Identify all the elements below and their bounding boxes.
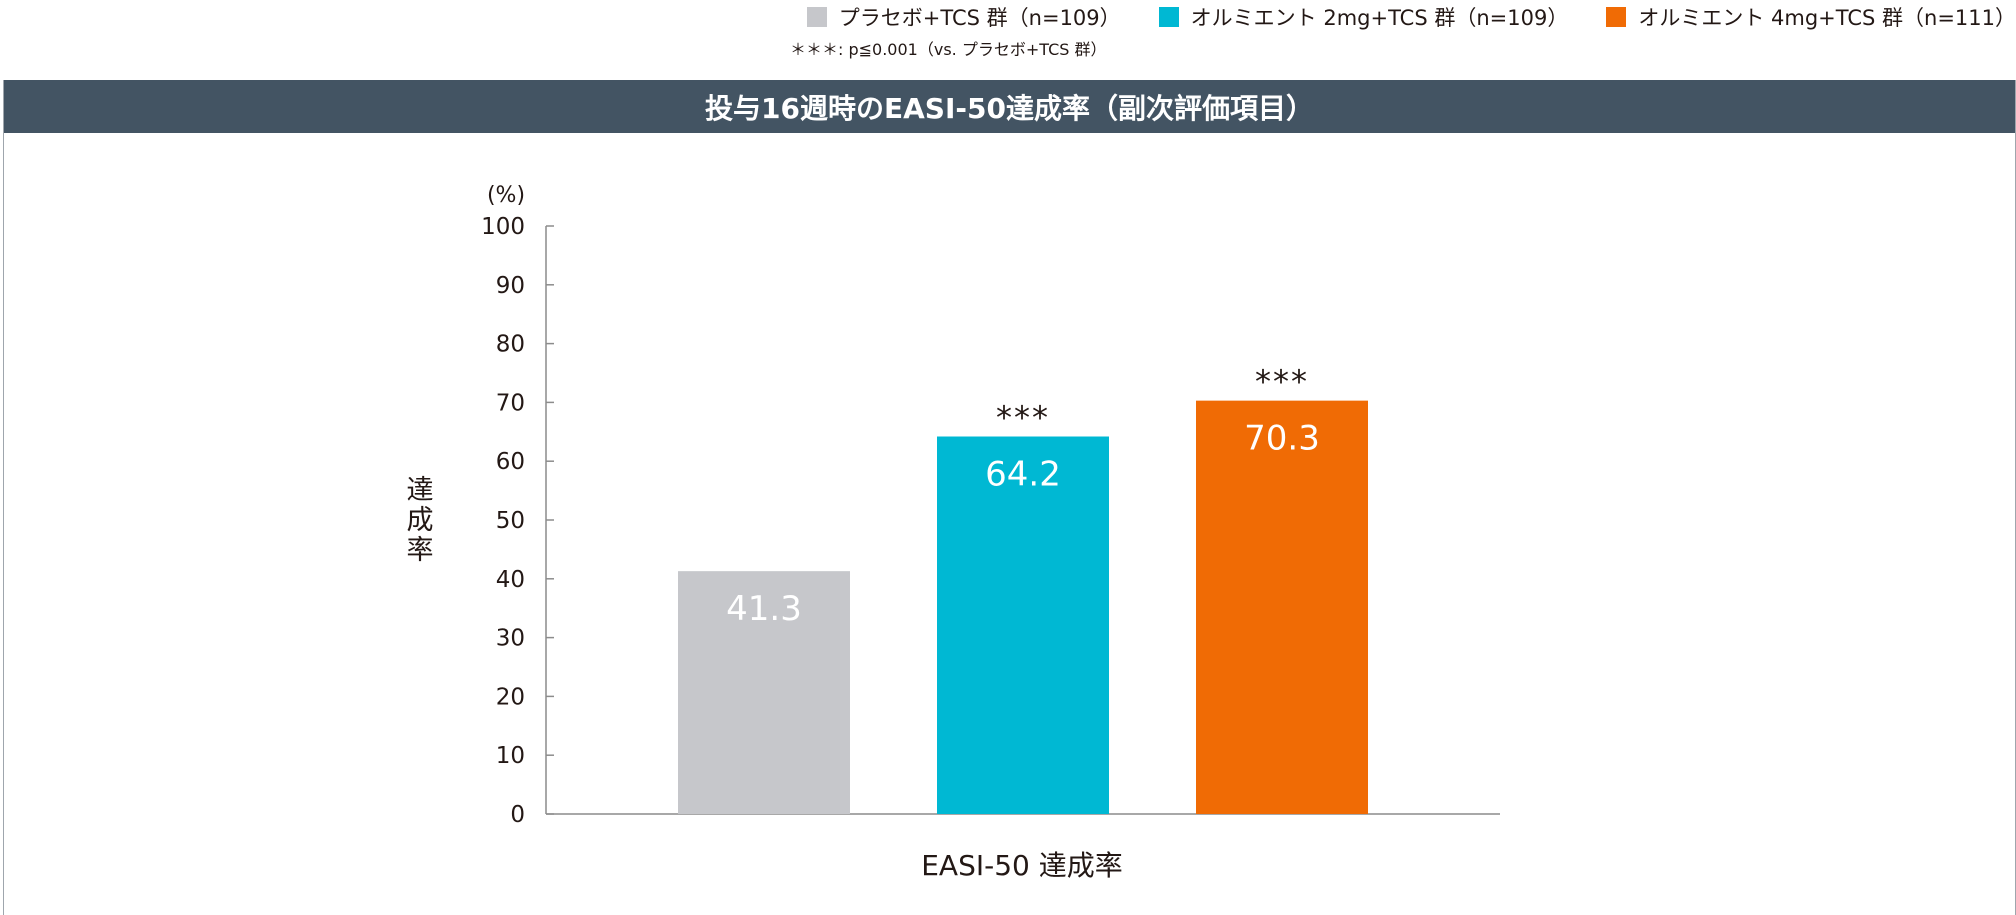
y-tick-label: 60 xyxy=(496,449,525,475)
y-tick-label: 10 xyxy=(496,743,525,769)
legend-item-4mg: オルミエント 4mg+TCS 群（n=111） xyxy=(1606,2,2016,32)
bar xyxy=(937,436,1109,814)
y-axis-label-char: 成 xyxy=(407,505,434,536)
y-tick-label: 80 xyxy=(496,332,525,358)
y-tick-label: 50 xyxy=(496,508,525,534)
y-tick-label: 0 xyxy=(510,802,525,828)
bars: 41.3 64.2 *** 70.3 *** xyxy=(678,363,1368,814)
legend-swatch-placebo xyxy=(806,7,827,27)
y-axis-label-char: 達 xyxy=(407,475,434,506)
x-axis-label: EASI-50 達成率 xyxy=(921,849,1123,882)
y-tick-label: 30 xyxy=(496,626,525,652)
significance-marker: *** xyxy=(996,399,1050,437)
legend-label-4mg: オルミエント 4mg+TCS 群（n=111） xyxy=(1638,6,2016,30)
bar-value-label: 41.3 xyxy=(726,589,802,629)
y-axis-label-char: 率 xyxy=(407,535,434,566)
y-tick-label: 100 xyxy=(481,214,525,240)
chart-title: 投与16週時のEASI-50達成率（副次評価項目） xyxy=(705,91,1314,125)
legend-label-placebo: プラセボ+TCS 群（n=109） xyxy=(838,6,1121,30)
legend-item-2mg: オルミエント 2mg+TCS 群（n=109） xyxy=(1158,2,1569,32)
chart-panel: 投与16週時のEASI-50達成率（副次評価項目） xyxy=(3,80,2016,915)
legend: プラセボ+TCS 群（n=109） オルミエント 2mg+TCS 群（n=109… xyxy=(806,0,2016,34)
significance-marker: *** xyxy=(1255,363,1309,401)
bar xyxy=(678,571,850,814)
legend-swatch-2mg xyxy=(1158,7,1179,27)
bar xyxy=(1196,400,1368,814)
y-tick-label: 40 xyxy=(496,567,525,593)
legend-item-placebo: プラセボ+TCS 群（n=109） xyxy=(806,2,1121,32)
legend-swatch-4mg xyxy=(1606,7,1627,27)
y-axis-label: 達成率 xyxy=(407,475,434,566)
y-axis: 0 10 20 30 40 50 60 70 80 90 100 xyxy=(481,214,1500,828)
y-axis-unit: (%) xyxy=(487,183,525,208)
legend-label-2mg: オルミエント 2mg+TCS 群（n=109） xyxy=(1190,6,1569,30)
significance-footnote: ＊＊＊: p≦0.001（vs. プラセボ+TCS 群） xyxy=(790,40,1107,59)
chart-title-bar: 投与16週時のEASI-50達成率（副次評価項目） xyxy=(4,80,2015,133)
y-tick-label: 90 xyxy=(496,273,525,299)
y-tick-label: 20 xyxy=(496,684,525,710)
bar-value-label: 70.3 xyxy=(1244,419,1320,459)
y-tick-label: 70 xyxy=(496,390,525,416)
bar-value-label: 64.2 xyxy=(985,455,1061,495)
